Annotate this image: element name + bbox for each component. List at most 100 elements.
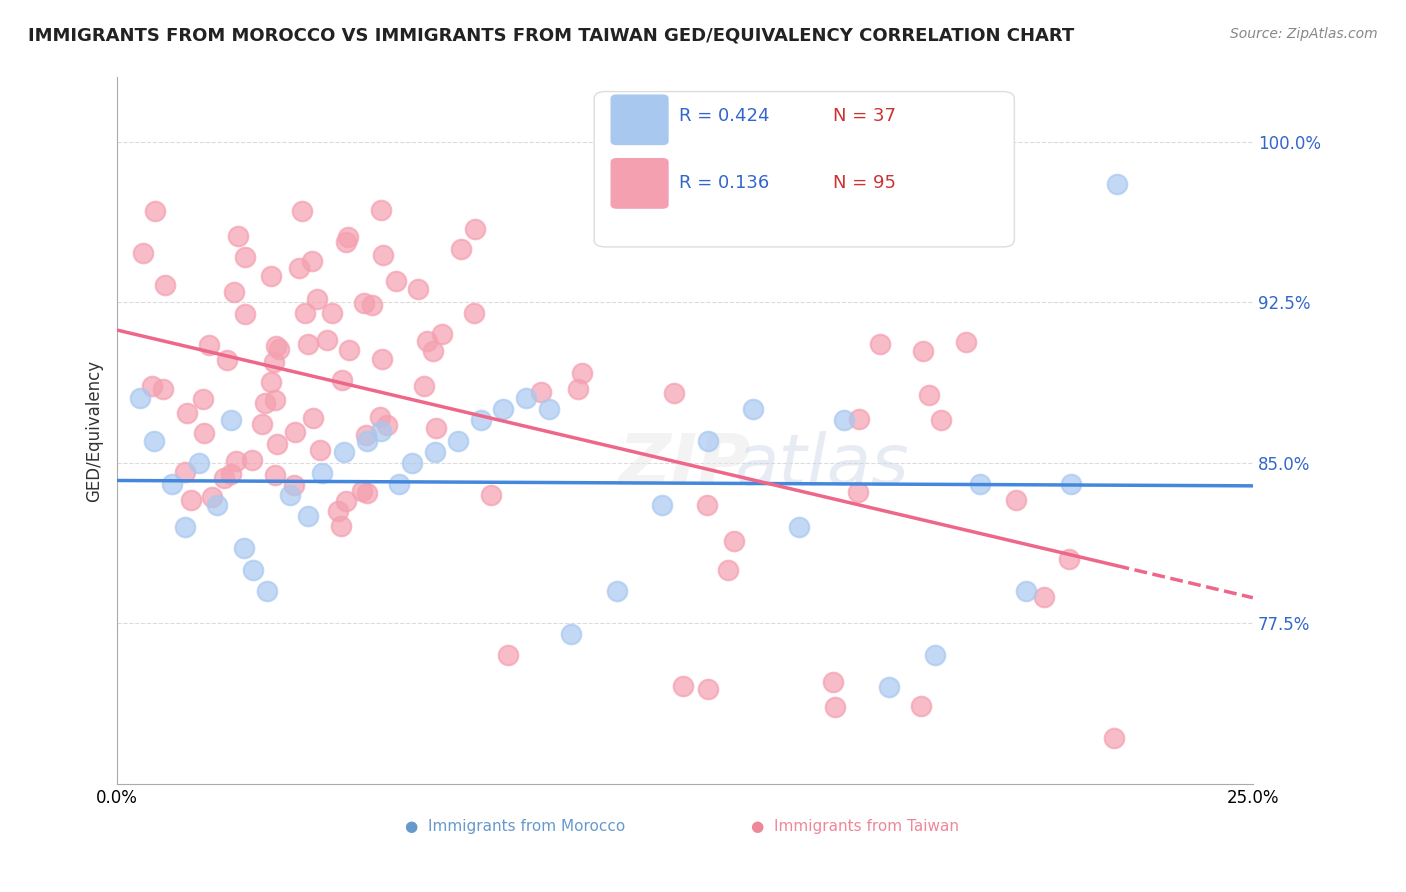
Point [297,337,319,351]
Point [141,379,163,393]
Point [316,333,339,347]
Point [432,326,454,341]
Point [288,260,311,275]
Point [1015,584,1038,599]
Text: N = 95: N = 95 [832,174,896,193]
Point [353,296,375,310]
Point [335,494,357,508]
Point [388,477,411,491]
Point [297,509,319,524]
Point [269,343,291,357]
Point [723,533,745,548]
Point [415,334,437,348]
Point [567,382,589,396]
Text: atlas: atlas [734,432,908,500]
Point [252,417,274,431]
Point [333,445,356,459]
Point [142,434,165,449]
Point [664,386,686,401]
Point [1102,731,1125,745]
Point [283,478,305,492]
Text: R = 0.136: R = 0.136 [679,174,769,193]
Point [1057,552,1080,566]
Point [256,584,278,599]
Point [129,392,152,406]
Point [278,488,301,502]
Point [260,269,283,284]
Point [219,467,242,481]
Point [174,520,197,534]
Point [263,355,285,369]
Point [263,393,285,408]
Point [846,484,869,499]
Point [492,402,515,417]
Point [328,504,350,518]
Point [337,230,360,244]
Point [651,499,673,513]
Point [176,406,198,420]
Point [910,698,932,713]
Point [226,229,249,244]
Point [350,484,373,499]
Point [360,298,382,312]
Y-axis label: GED/Equivalency: GED/Equivalency [86,359,103,501]
Point [253,396,276,410]
Text: R = 0.424: R = 0.424 [679,107,770,125]
Point [143,204,166,219]
Point [479,488,502,502]
Point [422,344,444,359]
Point [370,352,392,367]
Point [307,293,329,307]
Text: ●  Immigrants from Morocco: ● Immigrants from Morocco [405,819,624,833]
Point [339,343,361,357]
Point [929,412,952,426]
Point [955,334,977,349]
Point [498,648,520,662]
Point [515,392,537,406]
Point [291,204,314,219]
Point [823,674,845,689]
Point [356,434,378,449]
Point [294,306,316,320]
Point [308,442,330,457]
Text: ●  Immigrants from Taiwan: ● Immigrants from Taiwan [751,819,959,833]
Point [233,308,256,322]
Point [160,477,183,491]
Point [266,339,288,353]
Point [401,456,423,470]
Point [217,353,239,368]
Point [356,486,378,500]
Point [832,413,855,427]
Point [219,413,242,427]
Point [311,467,333,481]
Point [742,402,765,417]
Point [284,425,307,439]
Point [606,584,628,599]
Point [240,453,263,467]
Point [191,392,214,406]
Point [330,373,353,387]
Point [188,456,211,470]
Point [242,563,264,577]
Point [1032,590,1054,604]
Point [385,274,408,288]
Point [370,202,392,217]
Text: Source: ZipAtlas.com: Source: ZipAtlas.com [1230,27,1378,41]
Point [537,402,560,417]
Point [560,627,582,641]
Point [201,490,224,504]
Point [301,253,323,268]
Point [266,437,288,451]
Text: IMMIGRANTS FROM MOROCCO VS IMMIGRANTS FROM TAIWAN GED/EQUIVALENCY CORRELATION CH: IMMIGRANTS FROM MOROCCO VS IMMIGRANTS FR… [28,27,1074,45]
Text: N = 37: N = 37 [832,107,896,125]
Point [571,366,593,380]
Point [464,222,486,236]
Point [373,248,395,262]
Point [205,499,228,513]
Point [335,235,357,249]
Point [132,245,155,260]
Point [879,681,901,695]
Point [370,424,392,438]
FancyBboxPatch shape [595,92,1014,247]
Point [413,378,436,392]
